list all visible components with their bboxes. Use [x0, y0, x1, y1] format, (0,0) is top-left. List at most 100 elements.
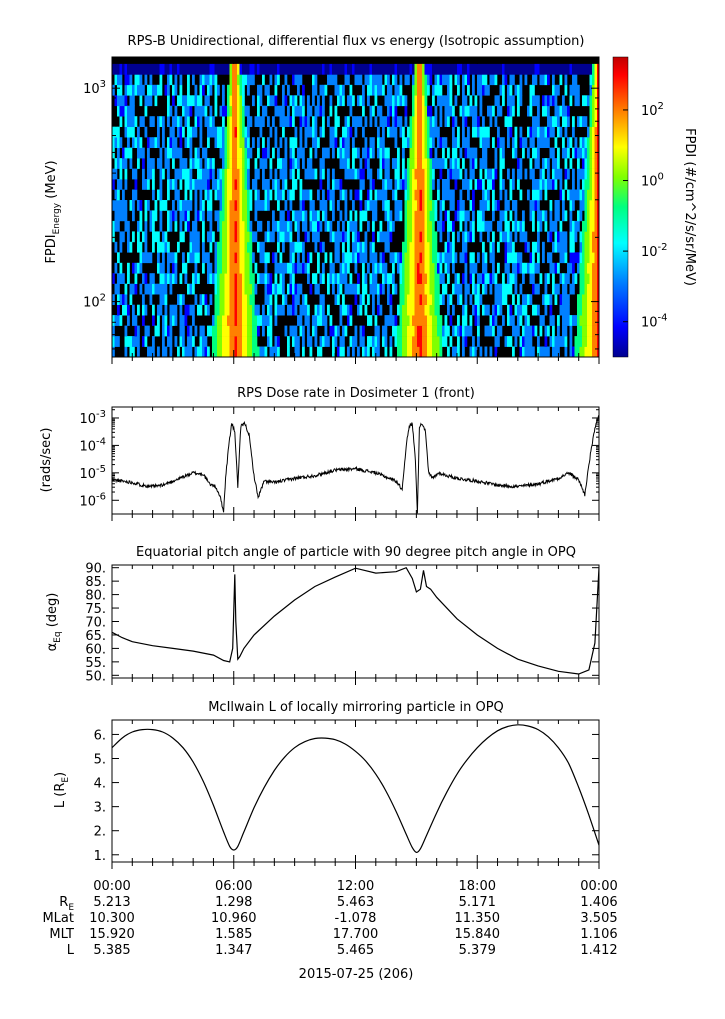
spectrogram-cell: [492, 179, 495, 190]
spectrogram-cell: [349, 189, 353, 201]
spectrogram-cell: [562, 210, 565, 222]
spectrogram-cell: [114, 63, 118, 75]
spectrogram-cell: [559, 105, 563, 117]
spectrogram-cell: [487, 105, 490, 117]
spectrogram-cell: [412, 63, 415, 75]
spectrogram-cell: [347, 74, 350, 86]
spectrogram-cell: [569, 336, 573, 347]
spectrogram-cell: [267, 116, 270, 127]
spectrogram-cell: [594, 147, 598, 159]
spectrogram-cell: [164, 283, 168, 295]
spectrogram-cell: [117, 304, 120, 316]
spectrogram-cell: [407, 179, 410, 190]
spectrogram-cell: [154, 200, 158, 211]
spectrogram-cell: [414, 95, 418, 107]
spectrogram-cell: [382, 325, 385, 337]
spectrogram-cell: [267, 95, 270, 107]
spectrogram-cell: [287, 262, 290, 274]
spectrogram-cell: [544, 189, 548, 201]
spectrogram-cell: [219, 168, 223, 180]
spectrogram-cell: [572, 126, 575, 138]
spectrogram-cell: [204, 252, 208, 264]
spectrogram-cell: [159, 210, 163, 222]
spectrogram-cell: [482, 252, 485, 264]
spectrogram-cell: [177, 126, 180, 138]
spectrogram-cell: [367, 294, 370, 305]
spectrogram-cell: [574, 147, 578, 159]
spectrogram-cell: [174, 210, 178, 222]
spectrogram-cell: [372, 262, 375, 274]
spectrogram-cell: [167, 95, 170, 107]
spectrogram-cell: [349, 63, 353, 75]
spectrogram-cell: [597, 220, 599, 232]
spectrogram-cell: [442, 189, 445, 201]
spectrogram-cell: [579, 294, 583, 305]
spectrogram-cell: [227, 346, 230, 357]
spectrogram-cell: [259, 220, 263, 232]
spectrogram-cell: [202, 63, 205, 75]
spectrogram-cell: [212, 231, 215, 243]
spectrogram-cell: [462, 179, 465, 190]
spectrogram-cell: [239, 158, 243, 169]
spectrogram-cell: [499, 189, 503, 201]
spectrogram-cell: [522, 346, 525, 357]
spectrogram-cell: [332, 147, 335, 159]
spectrogram-cell: [424, 189, 428, 201]
spectrogram-cell: [214, 315, 218, 326]
spectrogram-cell: [432, 116, 435, 127]
spectrogram-cell: [407, 325, 410, 337]
spectrogram-cell: [582, 336, 585, 347]
spectrogram-cell: [219, 210, 223, 222]
spectrogram-cell: [509, 126, 513, 138]
spectrogram-cell: [147, 95, 150, 107]
spectrogram-cell: [367, 168, 370, 180]
spectrogram-cell: [399, 315, 403, 326]
spectrogram-cell: [347, 126, 350, 138]
spectrogram-cell: [112, 84, 115, 96]
spectrogram-cell: [597, 231, 599, 243]
spectrogram-cell: [169, 63, 173, 75]
spectrogram-cell: [339, 283, 343, 295]
spectrogram-cell: [302, 294, 305, 305]
spectrogram-cell: [249, 74, 253, 86]
spectrogram-cell: [447, 346, 450, 357]
spectrogram-cell: [412, 304, 415, 316]
spectrogram-cell: [257, 95, 260, 107]
ephemeris-value: 5.385: [93, 943, 130, 958]
dose-rate-ytick-label: 10-6: [79, 491, 106, 509]
mcilwain-l-x-ticks: [111, 720, 600, 869]
spectrogram-cell: [319, 63, 323, 75]
spectrogram-cell: [222, 294, 225, 305]
spectrogram-cell: [332, 126, 335, 138]
spectrogram-cell: [592, 262, 595, 274]
spectrogram-cell: [382, 252, 385, 264]
spectrogram-cell: [167, 210, 170, 222]
spectrogram-cell: [524, 74, 528, 86]
spectrogram-cell: [377, 336, 380, 347]
spectrogram-cell: [409, 220, 413, 232]
spectrogram-cell: [274, 262, 278, 274]
spectrogram-cell: [337, 84, 340, 96]
spectrogram-cell: [422, 262, 425, 274]
spectrogram-cell: [452, 231, 455, 243]
spectrogram-cell: [577, 315, 580, 326]
spectrogram-cell: [499, 63, 503, 75]
spectrogram-cell: [267, 220, 270, 232]
spectrogram-cell: [309, 346, 313, 357]
spectrogram-cell: [239, 210, 243, 222]
spectrogram-cell: [514, 336, 518, 347]
spectrogram-cell: [524, 325, 528, 337]
spectrogram-cell: [344, 126, 348, 138]
spectrogram-cell: [199, 116, 203, 127]
spectrogram-cell: [117, 95, 120, 107]
spectrogram-cell: [597, 273, 599, 284]
spectrogram-cell: [442, 200, 445, 211]
spectrogram-cell: [229, 273, 233, 284]
spectrogram-cell: [357, 116, 360, 127]
spectrogram-cell: [594, 252, 598, 264]
spectrogram-cell: [119, 273, 123, 284]
spectrogram-cell: [382, 262, 385, 274]
spectrogram-cell: [519, 63, 523, 75]
spectrogram-cell: [532, 168, 535, 180]
spectrogram-cell: [462, 273, 465, 284]
